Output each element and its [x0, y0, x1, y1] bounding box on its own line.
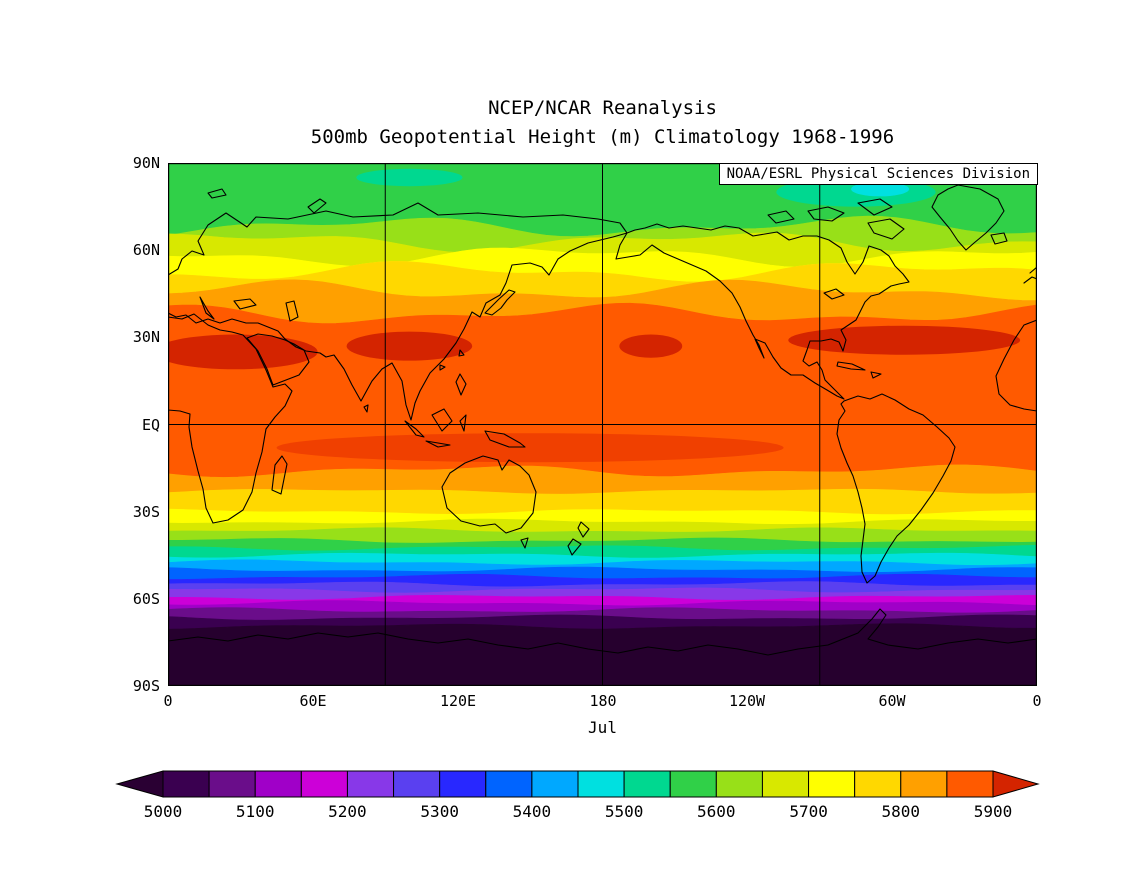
colorbar-tick-label: 5800 — [882, 802, 921, 821]
y-axis-label-30n: 30N — [132, 328, 160, 346]
y-axis-label-90n: 90N — [132, 154, 160, 172]
map-panel — [168, 163, 1037, 686]
colorbar-svg: 5000 5100 5200 5300 5400 5500 5600 5700 5800 5900 — [115, 770, 1040, 821]
figure-subtitle: 500mb Geopotential Height (m) Climatolog… — [310, 126, 895, 148]
x-axis-label-0w: 0 — [1032, 692, 1042, 710]
x-axis-label-0e: 0 — [163, 692, 173, 710]
y-axis-label-60s: 60S — [132, 590, 160, 608]
x-axis-label-120e: 120E — [439, 692, 477, 710]
colorbar-tick-label: 5600 — [697, 802, 736, 821]
x-axis-label-60w: 60W — [878, 692, 906, 710]
figure-title: NCEP/NCAR Reanalysis — [488, 97, 717, 119]
x-axis-label-180: 180 — [589, 692, 617, 710]
colorbar-tick-label: 5200 — [328, 802, 367, 821]
colorbar-tick-label: 5500 — [605, 802, 644, 821]
colorbar-tick-label: 5700 — [789, 802, 828, 821]
colorbar: 5000 5100 5200 5300 5400 5500 5600 5700 5800 5900 — [115, 769, 1040, 829]
colorbar-tick-label: 5300 — [420, 802, 459, 821]
colorbar-tick-label: 5100 — [236, 802, 275, 821]
y-axis-label-60n: 60N — [132, 241, 160, 259]
y-axis-label-eq: EQ — [141, 416, 160, 434]
x-axis-label-60e: 60E — [299, 692, 327, 710]
y-axis-label-90s: 90S — [132, 677, 160, 695]
colorbar-tick-label: 5000 — [144, 802, 183, 821]
credit-box: NOAA/ESRL Physical Sciences Division — [718, 163, 1038, 185]
colorbar-tick-label: 5900 — [974, 802, 1013, 821]
x-axis-label-120w: 120W — [728, 692, 766, 710]
month-label: Jul — [588, 718, 617, 737]
world-map-svg — [168, 163, 1037, 686]
colorbar-tick-label: 5400 — [513, 802, 552, 821]
y-axis-label-30s: 30S — [132, 503, 160, 521]
